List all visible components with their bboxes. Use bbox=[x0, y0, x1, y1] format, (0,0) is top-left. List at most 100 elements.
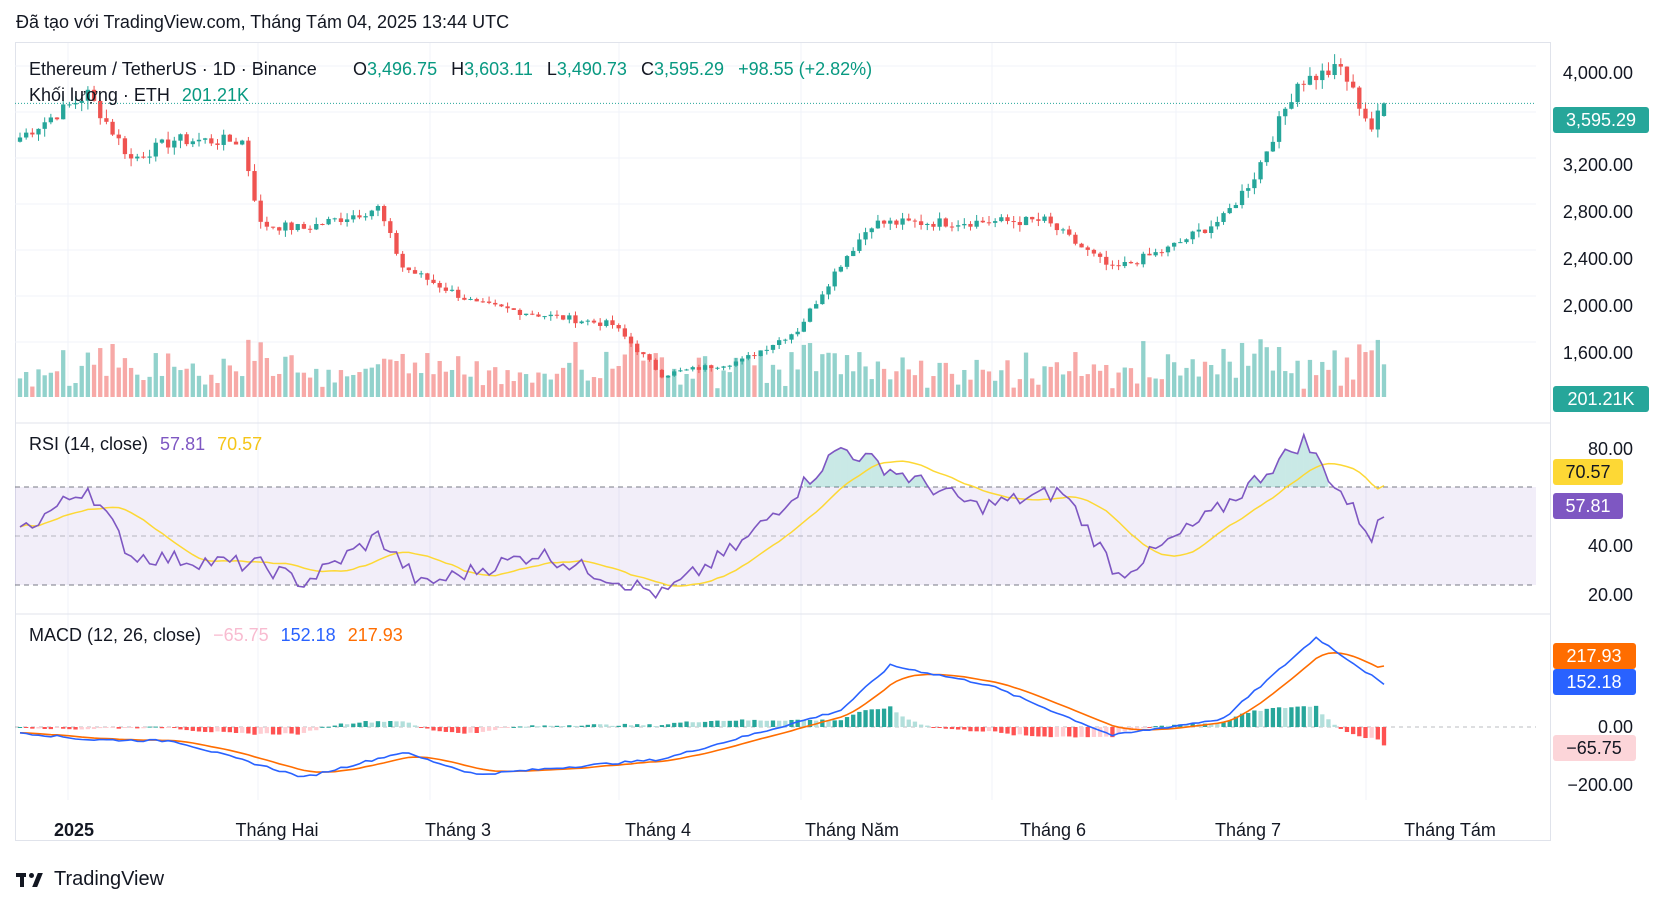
histogram-bar bbox=[1301, 706, 1306, 727]
histogram-bar bbox=[1209, 723, 1214, 727]
macd-badge-label: 152.18 bbox=[1566, 672, 1621, 692]
histogram-bar bbox=[135, 727, 140, 729]
volume-bar bbox=[98, 348, 103, 397]
volume-bar bbox=[1128, 368, 1134, 397]
volume-bar bbox=[1209, 365, 1214, 397]
high-label: H bbox=[451, 59, 464, 79]
histogram-bar bbox=[1060, 727, 1066, 737]
volume-bar bbox=[999, 370, 1004, 397]
volume-bar bbox=[499, 384, 504, 397]
candle bbox=[1381, 103, 1387, 116]
candle bbox=[1326, 70, 1331, 76]
volume-bar bbox=[641, 360, 646, 397]
volume-bar bbox=[523, 374, 529, 397]
candle bbox=[24, 132, 29, 138]
volume-bar bbox=[419, 373, 424, 397]
candle bbox=[283, 222, 288, 231]
volume-bar bbox=[209, 374, 214, 397]
candle bbox=[1122, 262, 1127, 267]
volume-bar bbox=[776, 369, 782, 397]
tradingview-brand[interactable]: TradingView bbox=[16, 868, 164, 891]
histogram-bar bbox=[1375, 727, 1380, 740]
volume-bar bbox=[1036, 384, 1041, 397]
histogram-bar bbox=[443, 727, 449, 732]
volume-bar bbox=[203, 384, 208, 397]
histogram-bar bbox=[1357, 727, 1362, 737]
candle bbox=[727, 365, 732, 367]
histogram-bar bbox=[369, 722, 374, 727]
histogram-bar bbox=[1104, 727, 1109, 737]
histogram-bar bbox=[301, 727, 307, 733]
candle bbox=[931, 223, 936, 227]
candle bbox=[1165, 246, 1171, 253]
candle bbox=[1085, 247, 1090, 250]
volume-bar bbox=[227, 365, 232, 397]
rsi-badge-label: 57.81 bbox=[1565, 496, 1610, 516]
histogram-bar bbox=[591, 724, 597, 727]
histogram-bar bbox=[165, 727, 171, 728]
volume-bar bbox=[1320, 361, 1325, 397]
volume-bar bbox=[536, 372, 541, 397]
candle bbox=[653, 359, 658, 370]
volume-bar bbox=[789, 352, 794, 397]
histogram-bar bbox=[980, 727, 985, 732]
volume-bar bbox=[585, 380, 590, 397]
candle bbox=[733, 361, 739, 366]
candle bbox=[894, 220, 899, 225]
volume-bar bbox=[980, 369, 985, 397]
volume-bar bbox=[456, 356, 461, 397]
histogram-bar bbox=[851, 714, 856, 727]
volume-bar bbox=[1381, 364, 1387, 397]
signal-badge-label: 217.93 bbox=[1566, 646, 1621, 666]
volume-bar bbox=[320, 386, 325, 397]
volume-bar bbox=[1067, 371, 1072, 397]
candle bbox=[486, 301, 492, 303]
histogram-bar bbox=[573, 725, 578, 727]
volume-bar bbox=[820, 354, 825, 397]
histogram-bar bbox=[641, 725, 646, 727]
candle bbox=[209, 138, 214, 144]
volume-bar bbox=[493, 367, 498, 397]
candle bbox=[48, 117, 54, 123]
volume-bar bbox=[1153, 378, 1158, 397]
candle bbox=[184, 134, 189, 145]
histogram-bar bbox=[499, 727, 504, 728]
volume-bar bbox=[301, 372, 307, 397]
volume-bar bbox=[1221, 348, 1226, 397]
candle bbox=[567, 315, 572, 320]
volume-bar bbox=[1289, 373, 1294, 397]
close-value: 3,595.29 bbox=[654, 59, 724, 79]
candle bbox=[91, 89, 97, 101]
brand-name: TradingView bbox=[54, 868, 165, 890]
histogram-bar bbox=[215, 727, 220, 732]
volume-bar bbox=[462, 374, 467, 397]
histogram-bar bbox=[1067, 727, 1072, 737]
histogram-bar bbox=[1363, 727, 1368, 739]
rsi-overbought-segment bbox=[896, 473, 903, 487]
candle bbox=[906, 218, 911, 221]
candle bbox=[980, 220, 985, 223]
candle bbox=[1338, 64, 1343, 67]
histogram-badge-label: −65.75 bbox=[1566, 738, 1622, 758]
volume-bar bbox=[474, 361, 479, 397]
histogram-bar bbox=[536, 726, 541, 728]
histogram-bar bbox=[1215, 724, 1220, 727]
candle bbox=[128, 154, 134, 159]
candle bbox=[579, 321, 584, 324]
volume-bar bbox=[770, 364, 776, 397]
histogram-bar bbox=[147, 726, 152, 728]
candle bbox=[122, 138, 128, 155]
candle bbox=[1344, 66, 1350, 82]
histogram-bar bbox=[764, 720, 769, 727]
volume-bar bbox=[838, 374, 844, 397]
candle bbox=[480, 301, 486, 303]
histogram-bar bbox=[431, 727, 436, 731]
candle bbox=[1116, 265, 1121, 267]
volume-bar bbox=[73, 383, 78, 397]
histogram-bar bbox=[665, 724, 671, 727]
low-label: L bbox=[547, 59, 557, 79]
price-tick: 3,200.00 bbox=[1563, 155, 1633, 175]
histogram-bar bbox=[542, 725, 547, 727]
rsi-overbought-segment bbox=[816, 470, 823, 487]
